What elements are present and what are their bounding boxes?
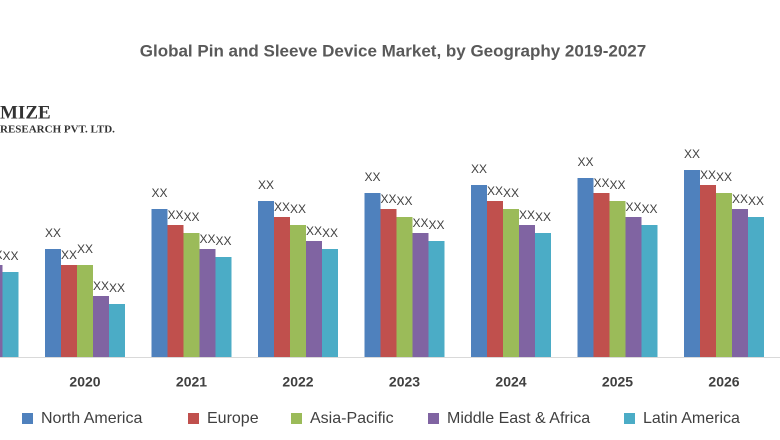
bar — [77, 265, 93, 357]
bar — [609, 201, 626, 357]
value-label: XX — [487, 184, 503, 198]
x-tick-label: 2025 — [602, 374, 633, 390]
legend-swatch — [624, 413, 635, 424]
value-label: XX — [641, 202, 657, 216]
bar — [716, 193, 732, 357]
value-label: XX — [364, 170, 380, 184]
bar — [45, 249, 61, 357]
bar — [183, 233, 200, 357]
value-label: XX — [93, 279, 109, 293]
bar — [487, 201, 503, 357]
bar — [471, 185, 487, 357]
value-label: XX — [61, 248, 77, 262]
value-label: XX — [428, 218, 444, 232]
bar — [306, 241, 322, 357]
value-label: XX — [109, 281, 125, 295]
value-label: XX — [274, 200, 290, 214]
value-label: XX — [535, 210, 551, 224]
value-label: XX — [396, 194, 412, 208]
value-label: XX — [716, 170, 732, 184]
x-tick-label: 2024 — [495, 374, 526, 390]
bar — [396, 217, 413, 357]
legend-label: Asia-Pacific — [310, 410, 394, 427]
bar — [215, 257, 232, 357]
value-label: XX — [215, 234, 231, 248]
value-label: XX — [412, 216, 428, 230]
value-label: XX — [519, 208, 535, 222]
value-label: XX — [45, 226, 61, 240]
bar — [0, 265, 3, 357]
bar — [428, 241, 445, 357]
legend-label: North America — [41, 410, 142, 427]
bar — [364, 193, 381, 357]
bar — [167, 225, 184, 357]
bar — [274, 217, 290, 357]
bar — [2, 272, 19, 357]
bar — [748, 217, 764, 357]
legend-swatch — [22, 413, 33, 424]
value-label: XX — [684, 147, 700, 161]
value-label: XX — [503, 186, 519, 200]
legend-label: Latin America — [643, 410, 740, 427]
bar — [380, 209, 397, 357]
legend-label: Europe — [207, 410, 259, 427]
value-label: XX — [380, 192, 396, 206]
value-label: XX — [577, 155, 593, 169]
bar — [503, 209, 519, 357]
value-label: XX — [0, 248, 3, 262]
value-label: XX — [151, 186, 167, 200]
value-label: XX — [167, 208, 183, 222]
value-label: XX — [700, 168, 716, 182]
bar — [290, 225, 306, 357]
bar — [593, 193, 610, 357]
bar — [684, 170, 700, 357]
value-label: XX — [290, 202, 306, 216]
x-tick-label: 2023 — [389, 374, 420, 390]
bar — [151, 209, 168, 357]
x-tick-label: 2022 — [282, 374, 313, 390]
legend-label: Middle East & Africa — [447, 410, 590, 427]
value-label: XX — [258, 178, 274, 192]
bar — [577, 178, 594, 357]
value-label: XX — [183, 210, 199, 224]
value-label: XX — [748, 194, 764, 208]
value-label: XX — [625, 200, 641, 214]
bar — [109, 304, 125, 357]
bar — [199, 249, 216, 357]
x-tick-label: 2021 — [176, 374, 207, 390]
x-tick-label: 2026 — [708, 374, 739, 390]
legend-swatch — [428, 413, 439, 424]
value-label: XX — [609, 178, 625, 192]
bar — [625, 217, 642, 357]
value-label: XX — [306, 224, 322, 238]
chart-title: Global Pin and Sleeve Device Market, by … — [140, 41, 646, 60]
legend-swatch — [291, 413, 302, 424]
legend-swatch — [188, 413, 199, 424]
bar — [412, 233, 429, 357]
bar — [535, 233, 551, 357]
bar — [700, 185, 716, 357]
bar — [732, 209, 748, 357]
value-label: XX — [732, 192, 748, 206]
value-label: XX — [199, 232, 215, 246]
bar — [322, 249, 338, 357]
bar — [93, 296, 109, 357]
bar — [641, 225, 658, 357]
bar — [61, 265, 77, 357]
watermark: RESEARCH PVT. LTD. — [0, 124, 115, 136]
x-tick-label: 2020 — [69, 374, 100, 390]
bar — [519, 225, 535, 357]
value-label: XX — [471, 162, 487, 176]
value-label: XX — [2, 249, 18, 263]
value-label: XX — [322, 226, 338, 240]
value-label: XX — [593, 176, 609, 190]
bar — [258, 201, 274, 357]
value-label: XX — [77, 242, 93, 256]
watermark: MIZE — [0, 102, 51, 123]
